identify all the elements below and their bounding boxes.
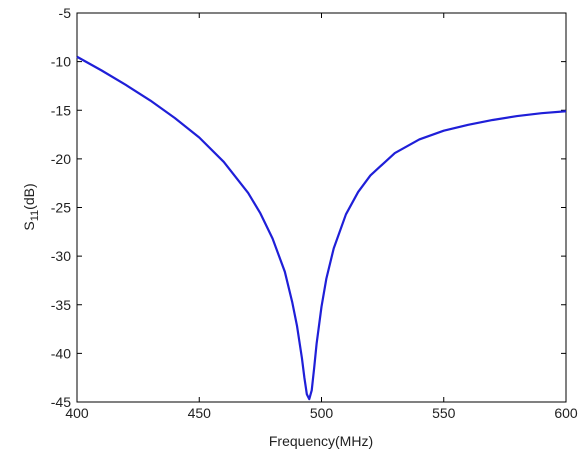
y-tick-label: -10	[51, 54, 71, 70]
y-tick-label: -20	[51, 151, 71, 167]
y-tick-labels: -5 -10 -15 -20 -25 -30 -35 -40 -45	[51, 5, 71, 410]
x-tick-label: 600	[554, 405, 578, 421]
y-tick-label: -25	[51, 200, 71, 216]
x-tick-label: 400	[65, 405, 89, 421]
x-tick-label: 450	[188, 405, 212, 421]
y-axis-label: S11(dB)	[21, 183, 41, 230]
y-tick-label: -45	[51, 394, 71, 410]
tick-marks	[76, 12, 567, 403]
y-tick-label: -30	[51, 248, 71, 264]
plot-area	[76, 12, 567, 403]
y-axis-label-subscript: 11	[29, 210, 41, 221]
y-tick-label: -35	[51, 297, 71, 313]
s11-curve	[76, 55, 567, 401]
x-tick-label: 550	[432, 405, 456, 421]
y-tick-label: -15	[51, 102, 71, 118]
x-axis-label: Frequency(MHz)	[269, 433, 373, 449]
y-axis-label-unit: (dB)	[21, 183, 37, 209]
x-tick-labels: 400 450 500 550 600	[65, 405, 578, 421]
y-tick-label: -40	[51, 345, 71, 361]
y-axis-label-base: S	[21, 221, 37, 230]
x-tick-label: 500	[310, 405, 334, 421]
y-tick-label: -5	[59, 5, 72, 21]
